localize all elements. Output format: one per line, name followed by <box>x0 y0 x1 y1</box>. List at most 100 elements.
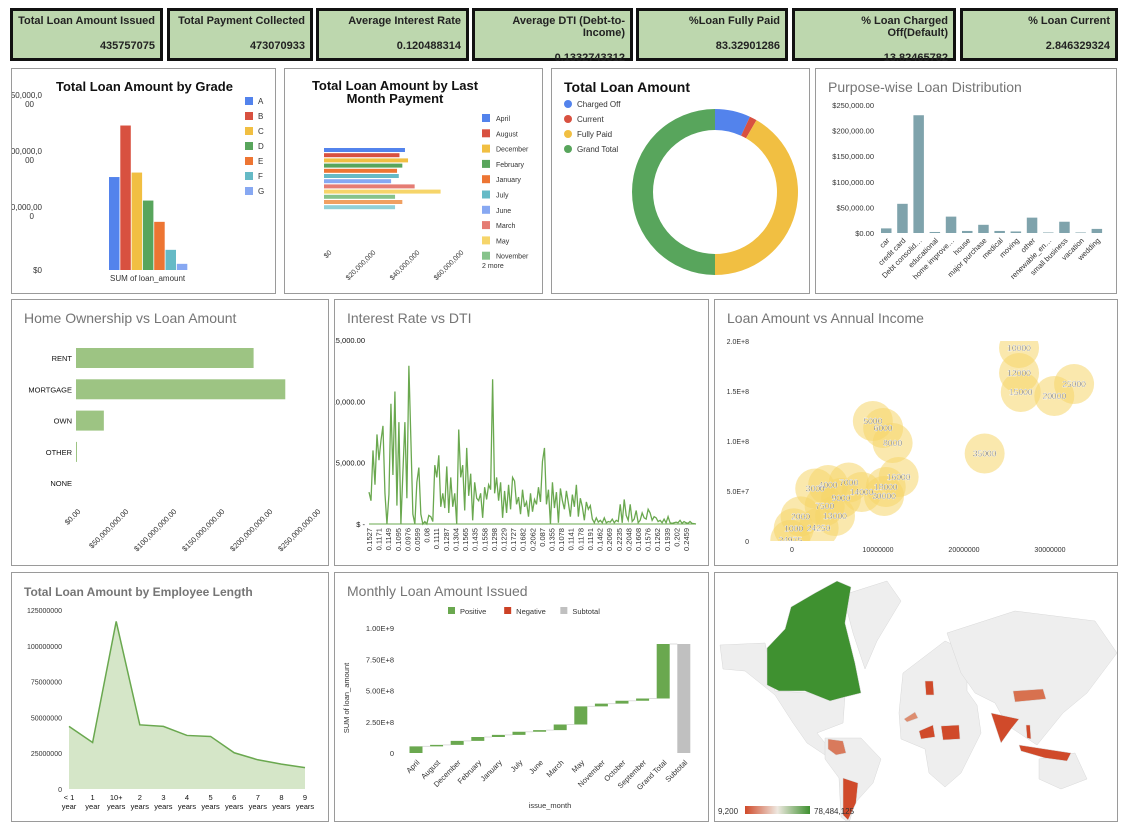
waterfall-bar <box>491 734 505 737</box>
world-map-panel[interactable]: 9,200 78,484,125 <box>714 572 1118 822</box>
x-tick-label: $40,000,000 <box>389 249 422 282</box>
x-tick-label: Subtotal <box>663 758 689 784</box>
x-tick-label: 0.08 <box>423 528 432 543</box>
region-greenland[interactable] <box>842 580 902 670</box>
map-color-legend <box>745 806 810 814</box>
y-tick-label: $0.00 <box>855 229 874 238</box>
country-colombia[interactable] <box>827 738 847 756</box>
chart-title: Interest Rate vs DTI <box>347 310 472 326</box>
last-payment-chart-panel: Total Loan Amount by Last Month Payment A… <box>284 68 543 294</box>
x-tick-label: years <box>178 802 197 811</box>
bubble-label: 14000 <box>850 487 874 497</box>
bubble-label: 4000 <box>819 480 838 490</box>
legend-swatch <box>245 112 253 120</box>
x-tick-label: $150,000,000.00 <box>180 507 226 553</box>
x-tick-label: 7 <box>256 793 260 802</box>
bar-november <box>324 194 396 199</box>
y-tick-label: 0 <box>390 749 394 758</box>
region-asia[interactable] <box>946 610 1117 746</box>
y-tick-label: 00 <box>25 156 34 165</box>
y-tick-label: $ 15,000.00 <box>335 336 365 345</box>
legend-swatch <box>504 607 512 614</box>
x-tick-label: 0.1608 <box>634 528 643 551</box>
legend-label: G <box>258 187 264 196</box>
x-tick-label: July <box>509 758 525 774</box>
legend-swatch <box>245 127 253 135</box>
y-category-label: RENT <box>52 354 73 363</box>
slice-charged-off <box>715 109 750 136</box>
country-niger[interactable] <box>918 724 936 740</box>
waterfall-bar <box>450 740 464 745</box>
country-mongolia[interactable] <box>1012 688 1047 703</box>
country-canada[interactable] <box>766 580 862 702</box>
x-tick-label: 0.2048 <box>624 528 633 551</box>
x-tick-label: years <box>107 802 126 811</box>
bubble-point[interactable] <box>770 520 811 560</box>
country-india[interactable] <box>990 712 1020 744</box>
y-tick-label: 2.50E+8 <box>366 718 394 727</box>
loan-status-donut-panel: Total Loan Amount Charged Off Current Fully… <box>551 68 810 294</box>
bubble-label: 7500 <box>815 501 834 511</box>
y-tick-label: 2.0E+8 <box>727 339 749 346</box>
waterfall-bar <box>656 644 670 699</box>
bubble-point[interactable] <box>964 433 1005 474</box>
country-sudan[interactable] <box>940 724 961 741</box>
bubble-label: 1000 <box>784 523 803 533</box>
x-tick-label: 0.1149 <box>384 528 393 550</box>
legend-label: May <box>496 238 510 245</box>
bubble-label: 2000 <box>791 511 810 521</box>
legend-swatch <box>482 221 490 230</box>
legend-label: Subtotal <box>572 607 600 616</box>
chart-title: Monthly Loan Amount Issued <box>347 583 528 599</box>
legend-swatch <box>482 251 490 260</box>
y-tick-label: $100,000.00 <box>832 178 874 187</box>
y-axis-label: SUM of loan_amount <box>342 662 351 733</box>
kpi-value: 13.82465782 <box>883 52 948 64</box>
x-tick-label: 5 <box>209 793 213 802</box>
bubble-label: 5000 <box>863 416 882 426</box>
country-argentina[interactable] <box>842 777 859 821</box>
bar-grade-G <box>176 263 188 270</box>
x-tick-label: 0.1298 <box>490 528 499 551</box>
waterfall-bar <box>533 730 547 732</box>
x-tick-label: 0.1141 <box>567 528 576 550</box>
x-tick-label: years <box>131 802 150 811</box>
bubble-label: 6000 <box>874 423 893 433</box>
bubble-label: 8000 <box>883 438 902 448</box>
kpi-card: % Loan Current 2.846329324 <box>960 8 1118 61</box>
bubble-point[interactable] <box>1000 372 1041 412</box>
x-tick-label: year <box>85 802 100 811</box>
home-ownership-panel: Home Ownership vs Loan Amount RENT MORTGAG… <box>11 299 329 566</box>
kpi-value: 473070933 <box>249 40 305 52</box>
x-tick-label: < 1 <box>64 793 75 802</box>
x-tick-label: March <box>545 758 566 779</box>
employee-length-panel: Total Loan Amount by Employee Length 0 250… <box>11 572 329 822</box>
country-germany[interactable] <box>924 680 935 696</box>
region-south-america[interactable] <box>824 737 882 822</box>
bar-purpose <box>1091 228 1103 233</box>
x-tick-label: 30000000 <box>1034 547 1065 554</box>
legend-label: July <box>496 193 509 200</box>
country-indonesia[interactable] <box>1018 744 1072 762</box>
legend-more-link[interactable]: 2 more <box>482 263 504 270</box>
legend-swatch <box>482 205 490 214</box>
bar-grade-A <box>109 177 120 270</box>
chart-title: Home Ownership vs Loan Amount <box>24 310 237 326</box>
chart-title: Loan Amount vs Annual Income <box>727 310 924 326</box>
waterfall-bar <box>409 746 423 753</box>
bubble-point[interactable] <box>872 423 913 463</box>
bar-purpose <box>897 203 908 233</box>
legend-swatch <box>245 97 253 105</box>
x-tick-label: 0.1171 <box>375 528 384 550</box>
y-tick-label: 1.5E+8 <box>727 389 749 396</box>
y-tick-label: 0 <box>745 539 749 546</box>
x-tick-label: $250,000,000.00 <box>276 507 322 553</box>
bar-august <box>324 153 400 158</box>
bar-purpose <box>929 231 941 233</box>
legend-label: January <box>496 177 521 184</box>
y-tick-label: 125000000 <box>27 608 62 615</box>
bubble-point[interactable] <box>1054 364 1095 404</box>
country-morocco[interactable] <box>903 711 919 723</box>
legend-label: B <box>258 112 263 121</box>
country-thailand[interactable] <box>1025 724 1032 740</box>
